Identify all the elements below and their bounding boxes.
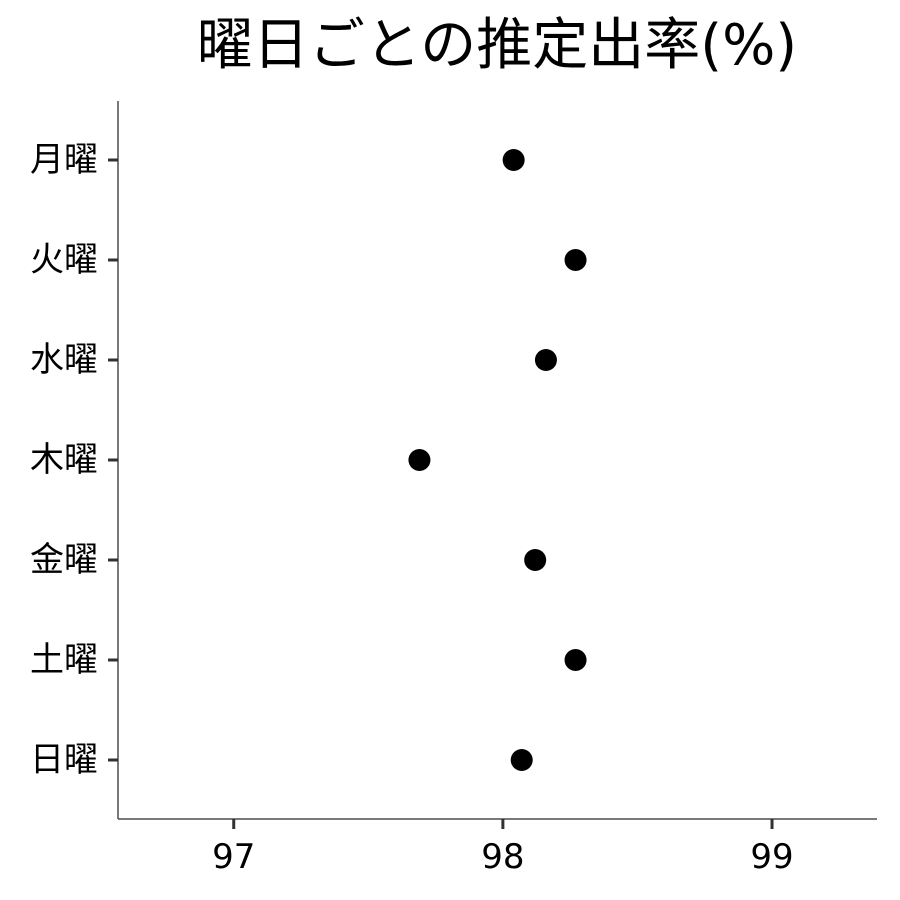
- y-tick-label: 木曜: [30, 440, 98, 480]
- data-point: [564, 649, 587, 671]
- data-point: [564, 249, 587, 271]
- x-tick-label: 97: [212, 837, 255, 877]
- data-point: [408, 449, 431, 471]
- y-tick-label: 土曜: [30, 640, 98, 680]
- data-point: [534, 349, 557, 371]
- x-tick-label: 99: [750, 837, 793, 877]
- chart-title: 曜日ごとの推定出率(%): [197, 13, 797, 78]
- y-tick-label: 水曜: [30, 340, 98, 380]
- y-tick-label: 月曜: [30, 140, 98, 180]
- x-tick-label: 98: [481, 837, 524, 877]
- x-axis-ticks: 97 98 99: [212, 819, 794, 877]
- data-points: [408, 149, 587, 771]
- data-point: [524, 549, 547, 571]
- y-tick-label: 日曜: [30, 740, 98, 780]
- y-tick-label: 火曜: [30, 240, 98, 280]
- data-point: [502, 149, 525, 171]
- data-point: [510, 749, 533, 771]
- y-tick-label: 金曜: [30, 540, 98, 580]
